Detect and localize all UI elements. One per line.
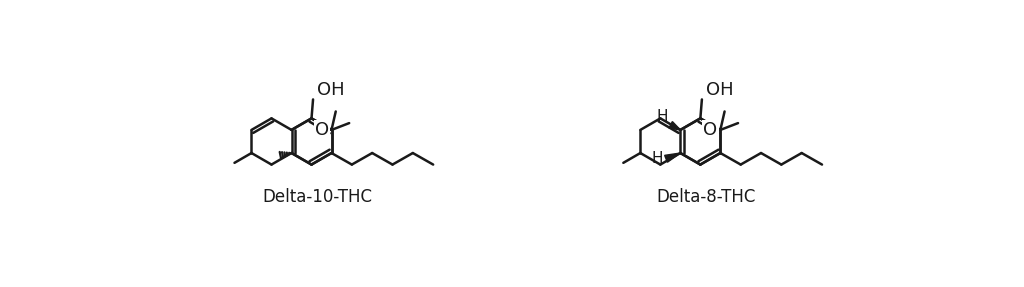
Polygon shape xyxy=(665,153,680,162)
Text: H: H xyxy=(651,151,663,166)
Text: OH: OH xyxy=(316,81,344,99)
Text: Delta-10-THC: Delta-10-THC xyxy=(263,188,373,206)
Text: H: H xyxy=(656,109,668,124)
Text: OH: OH xyxy=(706,81,733,99)
Text: O: O xyxy=(314,121,329,139)
Text: Delta-8-THC: Delta-8-THC xyxy=(656,188,756,206)
Polygon shape xyxy=(669,122,680,130)
Text: O: O xyxy=(703,121,718,139)
